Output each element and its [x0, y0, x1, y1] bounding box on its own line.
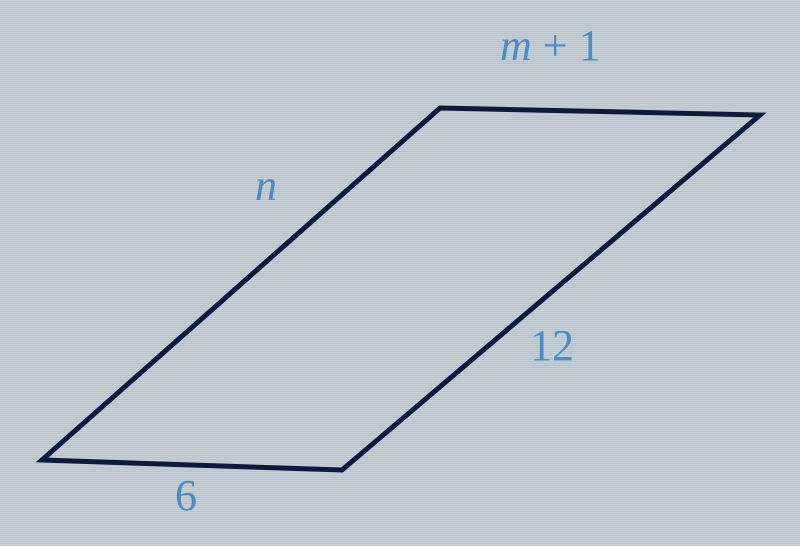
parallelogram-shape — [0, 0, 800, 546]
label-top-constant: 1 — [579, 21, 601, 70]
label-top-operator: + — [532, 21, 579, 70]
label-right-side: 12 — [530, 320, 574, 371]
label-top-variable: m — [500, 21, 532, 70]
label-top-side: m + 1 — [500, 20, 601, 71]
label-left-side: n — [255, 160, 277, 211]
label-bottom-side: 6 — [175, 470, 197, 521]
diagram-container: m + 1 n 12 6 — [0, 0, 800, 546]
